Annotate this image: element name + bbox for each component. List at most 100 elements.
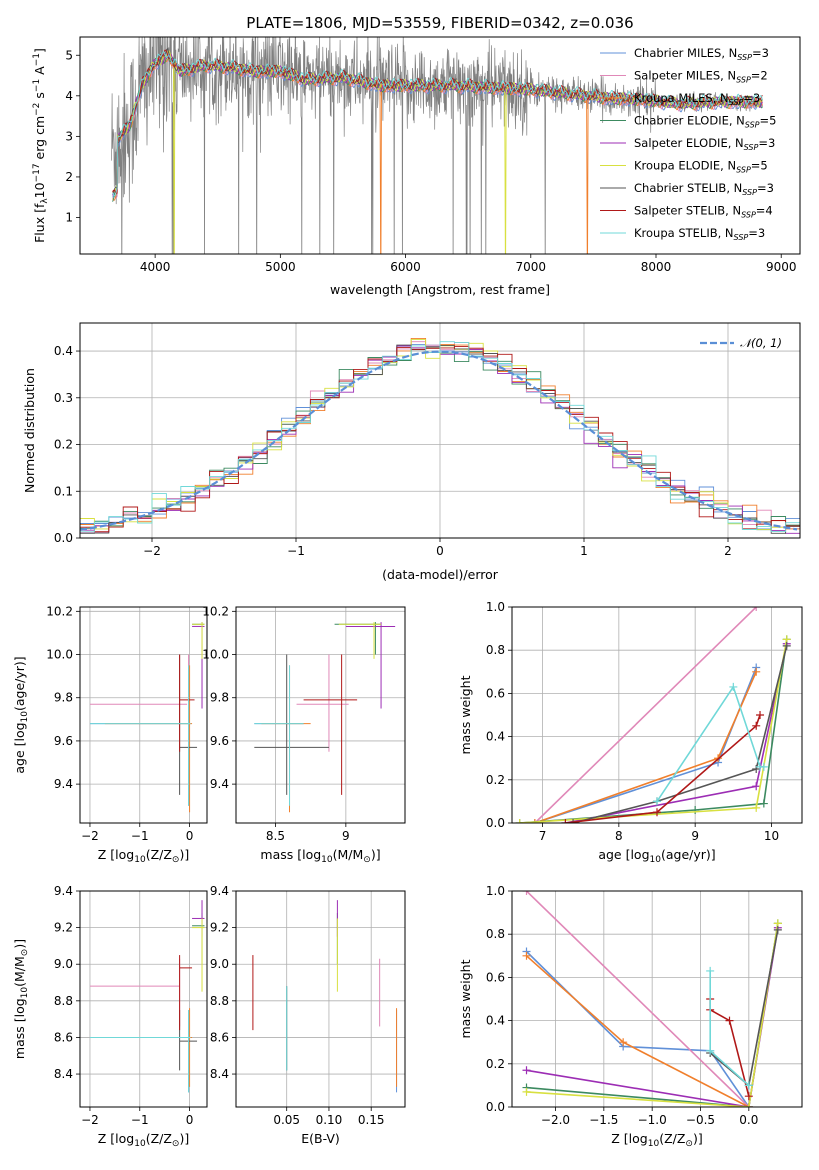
legend-entry-tail: =3 [757, 181, 774, 195]
legend: Chabrier MILES, NSSP=3 Salpeter MILES, NS… [600, 46, 776, 242]
x-axis-label: E(B-V) [301, 1131, 340, 1146]
y-tick-label: 0.6 [486, 686, 505, 700]
metallicity-age-panel: −2 −1 09.49.69.810.010.2Z [log10(Z/Z⊙)]age… [12, 604, 208, 865]
weight-point-marker [561, 819, 570, 823]
legend-entry: Chabrier MILES, NSSP=3 [634, 46, 769, 62]
y-tick-label: 9.0 [54, 957, 73, 971]
y-tick-label: 0.0 [486, 816, 505, 830]
x-tick-label: −1.0 [638, 1113, 667, 1127]
weight-series-line [534, 671, 757, 823]
x-axis-label-part: ⊙ [172, 855, 180, 865]
x-axis-label-part: )] [179, 847, 189, 862]
weight-point-marker [706, 1046, 715, 1055]
legend-entry-tail: =5 [751, 159, 768, 173]
y-axis-label: mass [log10(M/M⊙)] [12, 939, 30, 1059]
x-tick-label: 4000 [140, 260, 171, 274]
legend-entry-main: Salpeter STELIB, N [634, 204, 741, 218]
x-tick-label: 5000 [265, 260, 296, 274]
plot-area [254, 622, 396, 813]
y-tick-label: 3 [65, 129, 73, 143]
extinction-mass-panel: 0.05 0.10 0.15 8.4 8.6 8.8 9.0 9.2 9.4 E(B-V) [210, 884, 406, 1146]
x-axis-label: Z [log10(Z/Z⊙)] [611, 1131, 702, 1149]
weight-point-marker [752, 607, 761, 611]
x-axis-label-part: 10 [134, 855, 146, 865]
normal-curve [80, 350, 798, 531]
y-tick-label: 10.0 [46, 648, 73, 662]
x-axis-label-part: age [log [598, 847, 649, 862]
gridlines [236, 607, 405, 823]
y-tick-label: 9.2 [54, 921, 73, 935]
legend-entry-tail: =3 [758, 136, 775, 150]
y-axis-label-part: λ [40, 198, 50, 204]
weight-series-line [709, 929, 779, 1087]
y-tick-label: 0.4 [486, 1014, 505, 1028]
weight-point-marker [756, 711, 765, 719]
y-tick-label: 9.2 [210, 921, 229, 935]
weight-point-marker [522, 951, 531, 960]
weight-point-marker [752, 803, 761, 812]
weight-point-marker [752, 667, 761, 676]
legend-entry: 𝒩(0, 1) [740, 336, 782, 350]
x-axis-label-part: Z [log [611, 1131, 647, 1146]
x-tick-label: 0 [186, 1113, 194, 1127]
legend-entry-sub: SSP [736, 76, 751, 85]
x-axis-label-part: 10 [650, 855, 662, 865]
legend-entry: Chabrier STELIB, NSSP=3 [634, 181, 774, 197]
y-tick-label: 9.4 [54, 884, 73, 898]
y-axis-label-part: −2 [32, 103, 42, 116]
model-series-line [112, 55, 763, 202]
y-tick-label: 4 [65, 89, 73, 103]
y-tick-label: 9.4 [210, 884, 229, 898]
plot-area [89, 622, 205, 813]
x-tick-label: 6000 [390, 260, 421, 274]
y-tick-label: 9.4 [210, 777, 229, 791]
weight-series-line [525, 891, 750, 1107]
y-tick-label: 1.0 [486, 600, 505, 614]
weight-series-line [534, 607, 757, 823]
weight-point-marker [569, 819, 578, 823]
plot-area [522, 891, 782, 1107]
legend-entry-tail: =4 [756, 204, 773, 218]
y-tick-label: 9.4 [54, 777, 73, 791]
legend-entry-sub: SSP [729, 98, 744, 107]
y-axis-label-part: ⊙ [20, 949, 30, 957]
y-axis-label: Flux [fλ10−17 erg cm−2 s−1 A−1] [32, 48, 50, 243]
y-tick-label: 9.0 [210, 957, 229, 971]
observed-spectrum [110, 37, 763, 254]
x-tick-label: 0.15 [358, 1113, 385, 1127]
x-axis-label-part: Z [log [98, 847, 134, 862]
axes-frame [511, 890, 803, 1108]
metallicity-massweight-panel: −2.0 −1.5 −1.0 −0.5 0.0 0.0 0.2 0.4 0.6 0.8 1.0 Z [… [458, 884, 803, 1149]
y-tick-label: 0.1 [54, 484, 73, 498]
legend-entry: Salpeter MILES, NSSP=2 [634, 69, 768, 85]
x-tick-label: −1 [287, 544, 305, 558]
y-tick-label: 8.4 [54, 1067, 73, 1081]
legend-entry-tail: =5 [760, 114, 777, 128]
y-tick-label: 10.2 [46, 604, 73, 618]
weight-point-marker [706, 966, 715, 975]
x-tick-label: 9 [691, 829, 699, 843]
x-tick-label: 0 [436, 544, 444, 558]
x-axis-label-part: (Z/Z [146, 847, 172, 862]
weight-point-marker [744, 1103, 753, 1107]
legend-entry-sub: SSP [737, 53, 752, 62]
legend-entry-tail: =2 [751, 69, 768, 83]
y-axis-label-part: A [32, 66, 47, 79]
gridlines [80, 607, 207, 823]
weight-series-line [709, 970, 750, 1086]
legend-entry-main: Chabrier ELODIE, N [634, 114, 745, 128]
y-axis-label-part: 10 [20, 711, 30, 723]
plot-area [110, 37, 763, 254]
plot-area [89, 900, 205, 1093]
weight-point-marker [530, 819, 539, 823]
x-axis-label-part: 10 [321, 855, 333, 865]
weight-series-line [519, 639, 788, 823]
y-tick-label: 0.4 [54, 344, 73, 358]
legend-entry: Chabrier ELODIE, NSSP=5 [634, 114, 776, 130]
mass-age-panel: 8.5 9 9.4 9.6 9.8 10.0 10.2 mass [log10(M/M⊙)] [202, 604, 406, 865]
axes-frame [79, 890, 208, 1108]
y-tick-label: 0.0 [54, 531, 73, 545]
y-axis-label: mass weight [458, 959, 473, 1038]
weight-series-line [572, 645, 788, 823]
x-tick-label: 0.0 [739, 1113, 758, 1127]
